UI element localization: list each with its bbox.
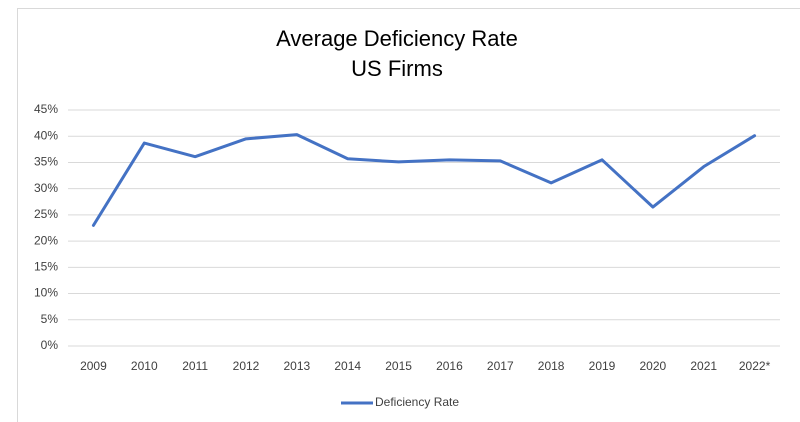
y-tick-label: 15%: [34, 260, 58, 274]
y-tick-label: 45%: [34, 102, 58, 116]
y-tick-label: 35%: [34, 155, 58, 169]
x-tick-label: 2010: [131, 359, 158, 373]
x-tick-label: 2012: [233, 359, 260, 373]
y-tick-label: 5%: [41, 312, 59, 326]
y-tick-label: 40%: [34, 128, 58, 142]
chart-title: Average Deficiency Rate: [276, 26, 518, 51]
y-tick-label: 30%: [34, 181, 58, 195]
x-tick-label: 2014: [334, 359, 361, 373]
x-tick-label: 2019: [589, 359, 616, 373]
x-tick-label: 2021: [690, 359, 717, 373]
y-tick-label: 20%: [34, 233, 58, 247]
x-tick-label: 2013: [284, 359, 311, 373]
x-tick-label: 2022*: [739, 359, 771, 373]
legend-label: Deficiency Rate: [375, 395, 459, 409]
x-tick-label: 2016: [436, 359, 463, 373]
x-tick-label: 2011: [182, 359, 208, 373]
x-tick-label: 2015: [385, 359, 412, 373]
x-tick-label: 2018: [538, 359, 565, 373]
data-line: [91, 133, 757, 227]
x-tick-label: 2020: [640, 359, 667, 373]
x-tick-label: 2017: [487, 359, 514, 373]
y-tick-label: 0%: [41, 338, 59, 352]
x-tick-label: 2009: [80, 359, 107, 373]
y-tick-label: 25%: [34, 207, 58, 221]
chart-subtitle: US Firms: [351, 56, 443, 81]
y-tick-label: 10%: [34, 286, 58, 300]
